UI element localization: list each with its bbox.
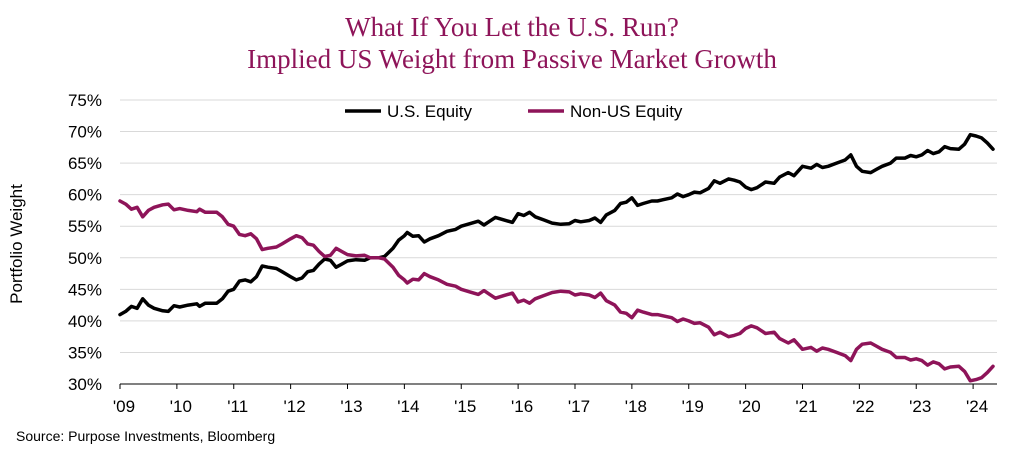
y-tick-label: 45%	[68, 280, 102, 299]
y-tick-label: 70%	[68, 123, 102, 142]
y-tick-label: 65%	[68, 154, 102, 173]
y-tick-label: 40%	[68, 312, 102, 331]
y-tick-label: 60%	[68, 186, 102, 205]
x-tick-label: '10	[170, 397, 192, 416]
x-axis	[119, 383, 997, 389]
series-line-u-s-equity	[118, 132, 995, 317]
x-tick-label: '22	[852, 397, 874, 416]
x-tick-label: '12	[284, 397, 306, 416]
y-tick-label: 50%	[68, 249, 102, 268]
legend-label: Non-US Equity	[570, 102, 683, 121]
x-tick-label: '19	[682, 397, 704, 416]
x-tick-label: '21	[795, 397, 817, 416]
x-tick-label: '24	[966, 397, 988, 416]
source-note: Source: Purpose Investments, Bloomberg	[16, 428, 276, 444]
x-tick-label: '15	[454, 397, 476, 416]
x-tick-label: '09	[113, 397, 135, 416]
x-tick-label: '18	[625, 397, 647, 416]
series-lines	[118, 132, 995, 383]
y-tick-label: 55%	[68, 217, 102, 236]
x-tick-label: '14	[397, 397, 419, 416]
legend-label: U.S. Equity	[387, 102, 473, 121]
x-tick-label: '23	[909, 397, 931, 416]
x-tick-label: '17	[568, 397, 590, 416]
series-line-non-us-equity	[118, 199, 995, 383]
x-tick-label: '13	[340, 397, 362, 416]
chart-title: What If You Let the U.S. Run?	[345, 12, 679, 42]
y-tick-label: 30%	[68, 375, 102, 394]
y-tick-label: 75%	[68, 91, 102, 110]
x-tick-label: '20	[739, 397, 761, 416]
x-tick-label: '11	[227, 397, 248, 416]
chart-subtitle: Implied US Weight from Passive Market Gr…	[247, 44, 777, 74]
y-axis-label: Portfolio Weight	[7, 184, 26, 304]
legend: U.S. Equity Non-US Equity	[345, 102, 683, 121]
y-axis-ticks: 30% 35% 40% 45% 50% 55% 60% 65% 70% 75%	[68, 91, 102, 394]
grid-lines	[120, 99, 997, 353]
y-tick-label: 35%	[68, 343, 102, 362]
x-tick-label: '16	[511, 397, 533, 416]
x-axis-ticks: '09 '10 '11 '12 '13 '14 '15 '16 '17 '18 '19 '20 '21 '…	[113, 397, 988, 416]
